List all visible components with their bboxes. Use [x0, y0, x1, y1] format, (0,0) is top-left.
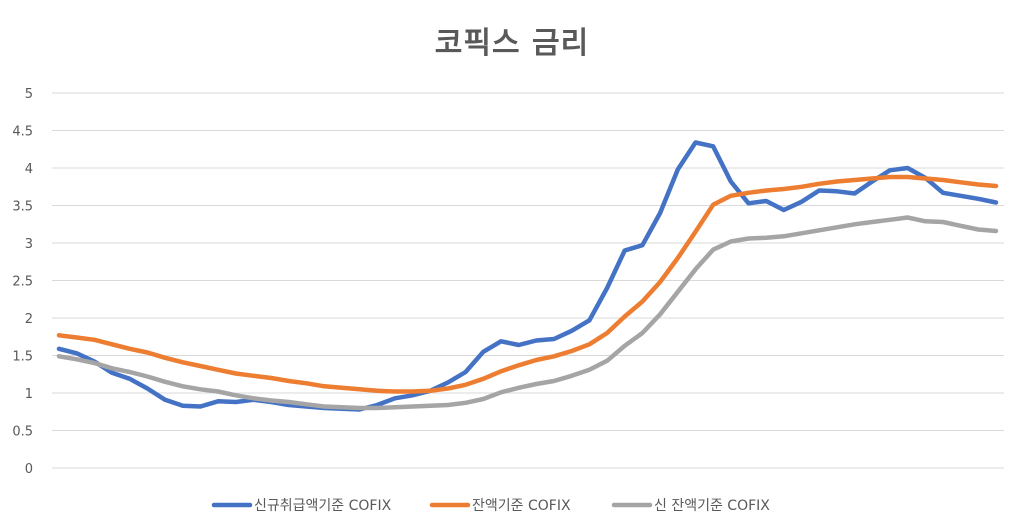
- legend: 신규취급액기준 COFIX 잔액기준 COFIX 신 잔액기준 COFIX: [211, 498, 770, 514]
- y-tick-label: 5: [25, 87, 33, 102]
- y-tick-label: 0.5: [12, 425, 33, 440]
- chart-title: 코픽스 금리: [434, 26, 590, 61]
- series-line-3: [56, 215, 999, 411]
- legend-label-1: 신규취급액기준 COFIX: [254, 498, 392, 514]
- legend-label-3: 신 잔액기준 COFIX: [654, 498, 770, 514]
- y-tick-label: 1: [25, 387, 33, 402]
- y-tick-label: 2: [25, 312, 33, 327]
- series-lines: [56, 140, 999, 412]
- gridlines: [52, 92, 1004, 469]
- series-line-1: [56, 140, 999, 412]
- y-tick-label: 4: [25, 162, 33, 177]
- legend-label-2: 잔액기준 COFIX: [472, 498, 571, 514]
- y-tick-label: 0: [25, 462, 33, 477]
- y-tick-label: 1.5: [12, 350, 33, 365]
- series-line-2: [56, 174, 999, 394]
- y-tick-label: 2.5: [12, 275, 33, 290]
- y-tick-label: 3: [25, 237, 33, 252]
- y-tick-label: 3.5: [12, 200, 33, 215]
- y-axis-ticks: 0 0.5 1 1.5 2 2.5 3 3.5 4 4.5 5: [12, 87, 33, 477]
- y-tick-label: 4.5: [12, 125, 33, 140]
